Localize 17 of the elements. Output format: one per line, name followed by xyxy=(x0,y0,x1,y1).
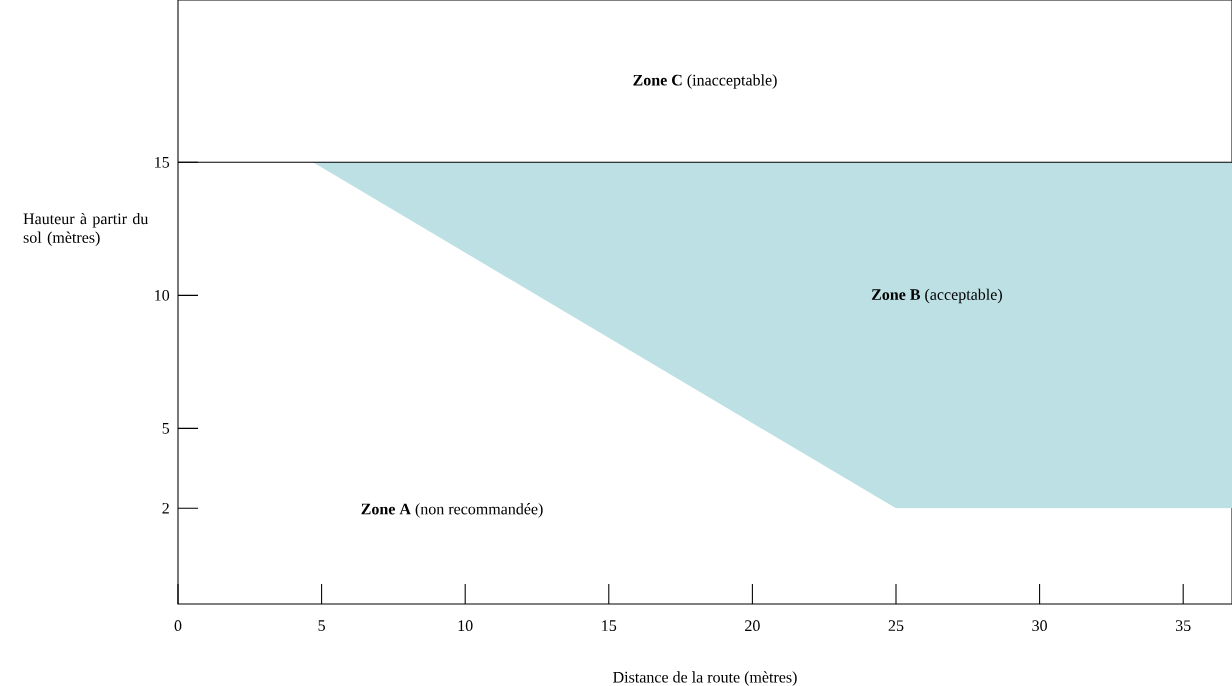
x-tick-label: 0 xyxy=(174,620,182,632)
x-tick-label: 15 xyxy=(602,620,617,631)
x-axis-title: Distance de la route (mètres) xyxy=(613,671,797,686)
x-tick-label: 30 xyxy=(1032,620,1047,632)
y-tick-label: 15 xyxy=(155,156,170,168)
y-axis-title: Hauteur à partir du sol (mètres) xyxy=(23,212,149,247)
x-tick-label: 25 xyxy=(888,620,904,632)
annotation: Zone A (non recommandée) xyxy=(361,503,543,518)
annotation: Zone C (inacceptable) xyxy=(633,74,777,89)
y-tick-label: 5 xyxy=(162,423,170,434)
x-tick-label: 20 xyxy=(745,620,760,632)
y-tick-label: 10 xyxy=(155,289,170,301)
annotation: Zone B (acceptable) xyxy=(871,288,1002,304)
y-tick-label: 2 xyxy=(162,502,169,514)
x-tick-label: 10 xyxy=(458,620,473,632)
x-tick-label: 5 xyxy=(318,620,325,631)
x-tick-label: 35 xyxy=(1175,620,1191,632)
